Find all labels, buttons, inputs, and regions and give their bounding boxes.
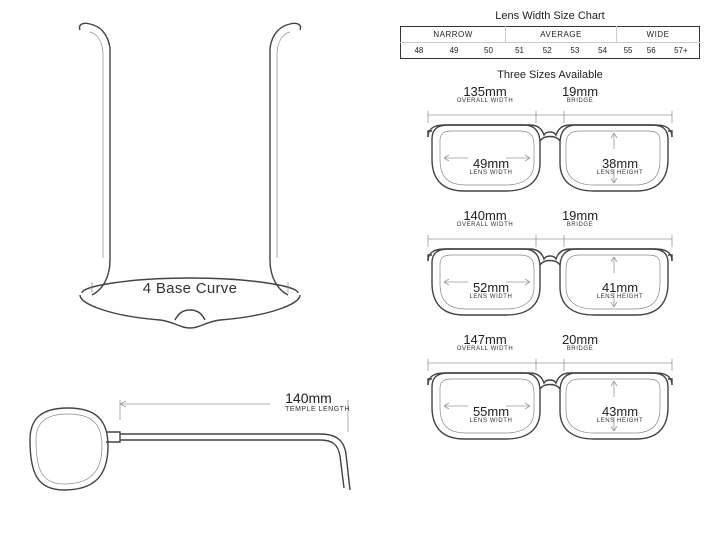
size-val: 48 — [401, 43, 437, 59]
size-chart-table: NARROW AVERAGE WIDE 48 49 50 51 52 53 54… — [400, 26, 700, 59]
top-dimensions: 135mm OVERALL WIDTH 19mm BRIDGE — [420, 85, 680, 111]
overall-width-value: 147mm — [420, 333, 550, 346]
size-val: 49 — [437, 43, 471, 59]
glasses-front-diagram: 52mm LENS WIDTH 41mm LENS HEIGHT — [420, 235, 680, 321]
size-card: 147mm OVERALL WIDTH 20mm BRIDGE — [420, 333, 680, 445]
cat-narrow: NARROW — [401, 27, 506, 43]
size-val: 51 — [506, 43, 534, 59]
glasses-top-view: 4 Base Curve — [20, 20, 360, 340]
bridge-label: 19mm BRIDGE — [550, 209, 610, 229]
lens-width-value: 55mm — [456, 405, 526, 418]
lens-height-sublabel: LENS HEIGHT — [590, 170, 650, 177]
three-sizes-subtitle: Three Sizes Available — [400, 69, 700, 81]
lens-width-label: 55mm LENS WIDTH — [456, 405, 526, 425]
lens-width-label: 52mm LENS WIDTH — [456, 281, 526, 301]
lens-height-label: 41mm LENS HEIGHT — [590, 281, 650, 301]
base-curve-label: 4 Base Curve — [143, 280, 237, 297]
size-val: 52 — [533, 43, 561, 59]
overall-width-sublabel: OVERALL WIDTH — [420, 346, 550, 353]
lens-height-value: 38mm — [590, 157, 650, 170]
overall-width-label: 147mm OVERALL WIDTH — [420, 333, 550, 353]
bridge-label: 19mm BRIDGE — [550, 85, 610, 105]
lens-width-sublabel: LENS WIDTH — [456, 418, 526, 425]
size-val: 53 — [561, 43, 589, 59]
size-chart-categories: NARROW AVERAGE WIDE — [401, 27, 700, 43]
lens-height-label: 38mm LENS HEIGHT — [590, 157, 650, 177]
bridge-value: 19mm — [550, 85, 610, 98]
lens-width-sublabel: LENS WIDTH — [456, 170, 526, 177]
size-card: 135mm OVERALL WIDTH 19mm BRIDGE — [420, 85, 680, 197]
size-val: 54 — [589, 43, 617, 59]
temple-length-sublabel: TEMPLE LENGTH — [285, 406, 350, 413]
bridge-sublabel: BRIDGE — [550, 98, 610, 105]
size-chart-title: Lens Width Size Chart — [400, 10, 700, 22]
lens-height-sublabel: LENS HEIGHT — [590, 418, 650, 425]
overall-width-label: 140mm OVERALL WIDTH — [420, 209, 550, 229]
left-column: 4 Base Curve 140mm TEMPLE LENGTH — [20, 20, 380, 520]
temple-length-value: 140mm — [285, 390, 350, 406]
glasses-front-diagram: 49mm LENS WIDTH 38mm LENS HEIGHT — [420, 111, 680, 197]
size-cards-container: 135mm OVERALL WIDTH 19mm BRIDGE — [400, 85, 700, 445]
overall-width-value: 140mm — [420, 209, 550, 222]
size-val: 55 — [616, 43, 639, 59]
cat-wide: WIDE — [616, 27, 699, 43]
size-val: 56 — [640, 43, 663, 59]
cat-average: AVERAGE — [506, 27, 617, 43]
top-dimensions: 147mm OVERALL WIDTH 20mm BRIDGE — [420, 333, 680, 359]
lens-height-value: 43mm — [590, 405, 650, 418]
overall-width-label: 135mm OVERALL WIDTH — [420, 85, 550, 105]
lens-width-value: 52mm — [456, 281, 526, 294]
top-dimensions: 140mm OVERALL WIDTH 19mm BRIDGE — [420, 209, 680, 235]
bridge-sublabel: BRIDGE — [550, 346, 610, 353]
lens-height-label: 43mm LENS HEIGHT — [590, 405, 650, 425]
glasses-front-diagram: 55mm LENS WIDTH 43mm LENS HEIGHT — [420, 359, 680, 445]
size-val: 57+ — [663, 43, 700, 59]
bridge-value: 20mm — [550, 333, 610, 346]
overall-width-sublabel: OVERALL WIDTH — [420, 98, 550, 105]
overall-width-sublabel: OVERALL WIDTH — [420, 222, 550, 229]
overall-width-value: 135mm — [420, 85, 550, 98]
size-chart-values: 48 49 50 51 52 53 54 55 56 57+ — [401, 43, 700, 59]
lens-width-label: 49mm LENS WIDTH — [456, 157, 526, 177]
bridge-label: 20mm BRIDGE — [550, 333, 610, 353]
bridge-sublabel: BRIDGE — [550, 222, 610, 229]
lens-height-value: 41mm — [590, 281, 650, 294]
temple-length-label: 140mm TEMPLE LENGTH — [285, 390, 350, 413]
glasses-side-view: 140mm TEMPLE LENGTH — [20, 380, 360, 520]
size-val: 50 — [471, 43, 505, 59]
lens-width-value: 49mm — [456, 157, 526, 170]
size-card: 140mm OVERALL WIDTH 19mm BRIDGE — [420, 209, 680, 321]
bridge-value: 19mm — [550, 209, 610, 222]
lens-height-sublabel: LENS HEIGHT — [590, 294, 650, 301]
right-column: Lens Width Size Chart NARROW AVERAGE WID… — [400, 10, 700, 457]
lens-width-sublabel: LENS WIDTH — [456, 294, 526, 301]
